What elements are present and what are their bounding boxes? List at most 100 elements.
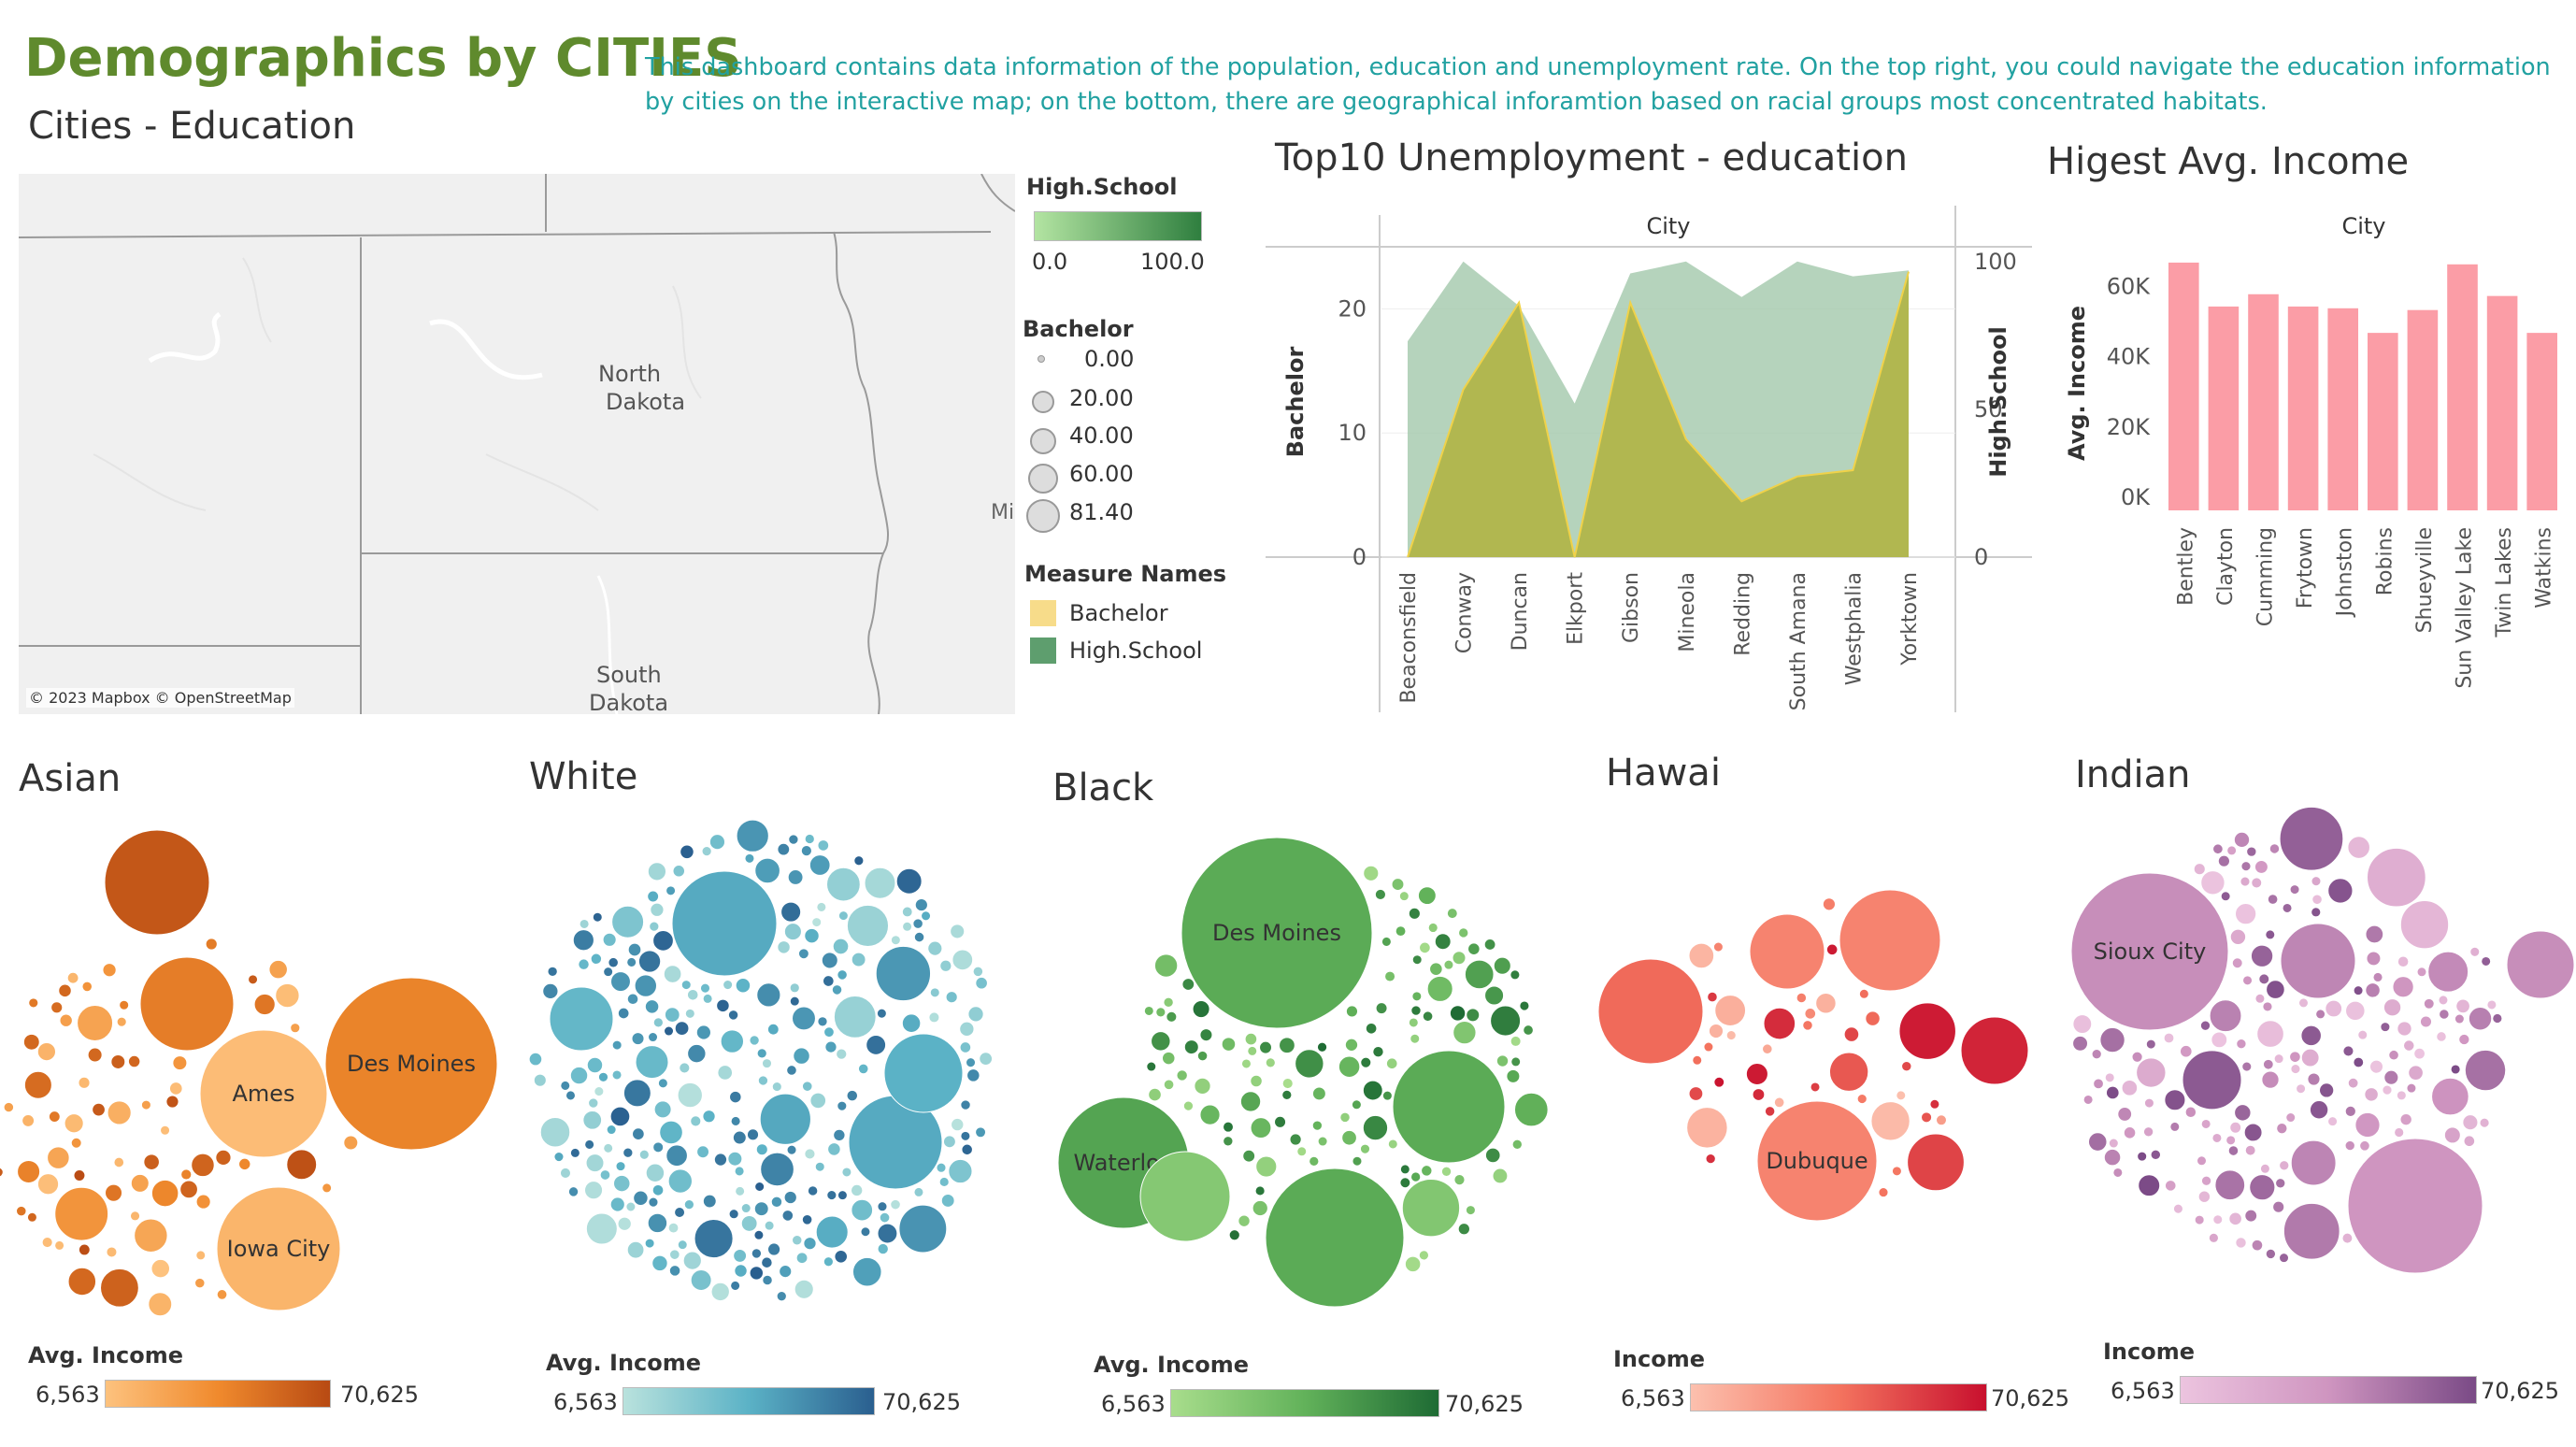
map-canvas [19,174,1015,714]
city-bubble [1483,938,1496,951]
city-bubble [58,983,72,998]
city-bubble [792,1006,816,1031]
city-bubble [599,1169,611,1181]
city-bubble [1429,962,1443,976]
city-bubble [687,1043,707,1064]
map-attribution[interactable]: © 2023 Mapbox © OpenStreetMap [26,688,294,708]
city-bubble [727,1010,739,1021]
city-bubble [756,1048,767,1059]
city-bubble [890,1198,901,1211]
left-tick-label: 10 [1338,420,1367,446]
category-label: Elkport [1565,572,1588,645]
city-bubble [846,1089,859,1102]
legend-max: 70,625 [1991,1385,2069,1411]
income-bar-chart[interactable]: City 0K 20K 40K 60K Avg. Income Bentley Clayton… [2047,196,2567,720]
city-bubble [1239,1091,1262,1112]
city-bubble [637,950,662,973]
bar-tick-label: 0K [2121,484,2151,510]
legend-min: 6,563 [1621,1385,1685,1411]
city-bubble [2231,957,2243,969]
city-bubble [875,945,932,1002]
city-bubble [565,1090,577,1101]
city-bubble [2249,1174,2276,1201]
city-bubble [1898,1002,1956,1060]
city-bubble [677,1082,703,1109]
city-bubble [195,1194,211,1210]
city-bubble [794,1279,814,1299]
city-bubble [668,1265,681,1277]
city-bubble [50,1001,64,1014]
city-bubble [2208,1232,2219,1243]
city-bubble [1223,1121,1234,1133]
bachelor-line [1407,271,1910,558]
city-bubble [975,976,988,990]
measure-high-school-label[interactable]: High.School [1069,638,1203,664]
city-bubble [783,923,802,941]
left-tick-label: 0 [1352,544,1367,570]
city-bubble [940,1194,955,1208]
city-bubble [2254,993,2266,1004]
city-bubble [2251,877,2263,889]
city-bubble [2136,1057,2167,1088]
city-bubble [823,1256,834,1268]
city-bubble [1192,1000,1210,1019]
city-bubble [674,1207,686,1219]
city-bubble [1311,1120,1324,1131]
city-bubble [966,1068,980,1082]
city-bubble [723,980,734,991]
city-bubble [2275,1178,2286,1189]
city-bubble [2197,1190,2211,1203]
city-bubble [2419,1015,2433,1028]
color-ramp [105,1380,331,1408]
city-bubble [647,1212,668,1234]
city-bubble [864,867,896,899]
city-bubble [2217,854,2231,867]
city-bubble [602,932,617,947]
category-label: Westphalia [1842,572,1866,685]
city-bubble [1865,1010,1881,1026]
city-bubble [2123,1126,2137,1139]
city-bubble [690,1269,712,1291]
city-bubble [2285,1112,2297,1124]
city-bubble [26,1211,37,1223]
city-bubble [729,1090,742,1104]
city-bubble [626,956,637,967]
city-bubble [852,1256,882,1287]
city-bubble [740,1203,751,1214]
city-bubble [2492,1012,2503,1024]
city-bubble [2347,1138,2483,1274]
city-bubble [866,1034,887,1055]
city-bubble [1163,996,1174,1009]
city-bubble [1176,1069,1188,1082]
city-bubble [623,1147,634,1158]
city-bubble [290,1023,301,1034]
city-bubble [1363,865,1380,881]
city-bubble [608,956,619,968]
city-bubble [701,846,712,857]
city-bubble [1796,992,1808,1004]
city-bubble [1155,1007,1166,1018]
city-bubble [549,986,614,1052]
city-bubble [667,1168,693,1194]
education-map[interactable]: North Dakota South Dakota Mi © 2023 Mapb… [19,174,1015,714]
city-bubble [1422,1010,1434,1023]
city-bubble [952,949,974,971]
city-bubble [1247,1045,1258,1056]
unemployment-area-chart[interactable]: City 0 10 20 0 50 100 Bachelor High.School Beacon… [1266,196,2051,720]
measure-bachelor-label[interactable]: Bachelor [1069,600,1168,626]
city-bubble [1339,1111,1351,1124]
city-bubble [150,1258,171,1279]
city-bubble [1252,1199,1268,1217]
city-bubble [809,1092,827,1110]
city-bubble [592,911,603,923]
city-bubble [2469,946,2481,957]
income-bar [2526,333,2557,510]
bachelor-size-1: 20.00 [1069,385,1134,411]
city-bubble [143,1153,160,1170]
city-bubble [1960,1016,2029,1085]
city-bubble [1457,1223,1470,1236]
city-bubble [1713,1076,1725,1088]
city-bubble [1408,907,1421,920]
city-bubble [70,1137,82,1149]
